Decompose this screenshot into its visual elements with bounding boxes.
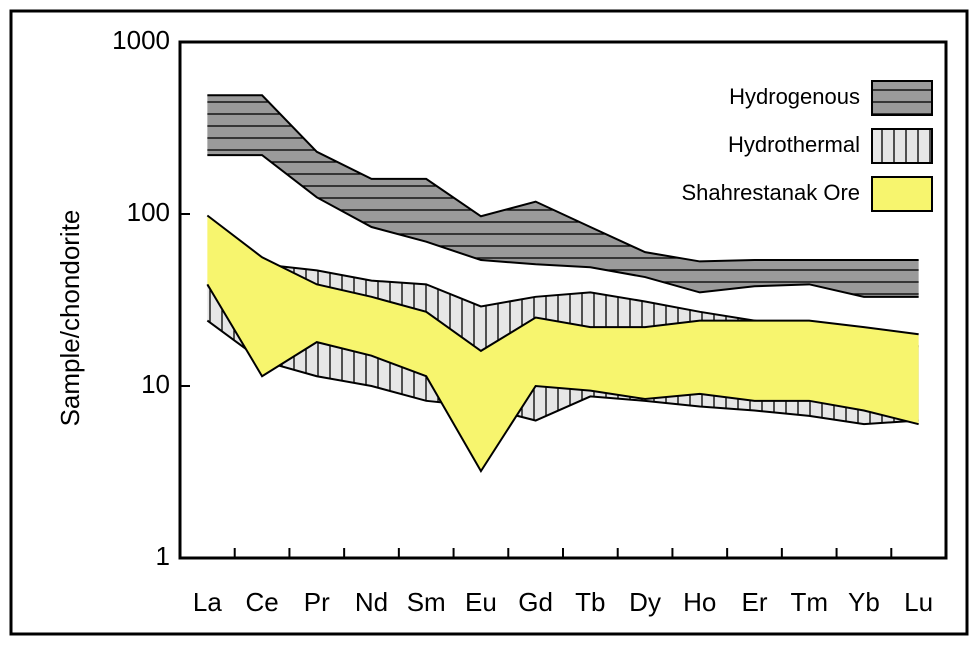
x-tick-label: Ce bbox=[245, 587, 278, 617]
legend-hatch bbox=[872, 129, 932, 163]
y-tick-label: 1 bbox=[156, 541, 170, 571]
outer-border bbox=[9, 9, 969, 636]
x-tick-label: Sm bbox=[407, 587, 446, 617]
x-tick-label: La bbox=[193, 587, 222, 617]
legend-swatch bbox=[872, 177, 932, 211]
band-area bbox=[207, 215, 919, 472]
band-lower-line bbox=[206, 283, 919, 474]
legend-swatch-border bbox=[871, 176, 933, 212]
band-upper-line bbox=[207, 94, 919, 263]
legend-swatch-border bbox=[871, 128, 933, 164]
band-lower-line bbox=[207, 154, 919, 298]
x-tick-label: Yb bbox=[848, 587, 880, 617]
x-tick-label: Nd bbox=[355, 587, 388, 617]
x-tick-label: Tb bbox=[575, 587, 605, 617]
y-axis-label: Sample/chondorite bbox=[55, 210, 85, 427]
x-tick-label: Ho bbox=[683, 587, 716, 617]
band-hatch bbox=[207, 95, 919, 297]
x-tick-label: Eu bbox=[465, 587, 497, 617]
band-upper-line bbox=[206, 214, 919, 353]
legend-hatch bbox=[872, 81, 932, 115]
y-tick-label: 1000 bbox=[112, 25, 170, 55]
x-tick-label: Tm bbox=[790, 587, 828, 617]
y-tick-label: 100 bbox=[127, 197, 170, 227]
x-tick-label: Er bbox=[742, 587, 768, 617]
band-lower-line bbox=[206, 319, 919, 426]
legend-swatch-border bbox=[871, 80, 933, 116]
legend-label: Hydrogenous bbox=[729, 84, 860, 109]
x-tick-label: Gd bbox=[518, 587, 553, 617]
legend-label: Shahrestanak Ore bbox=[681, 180, 860, 205]
x-tick-label: Lu bbox=[904, 587, 933, 617]
x-tick-label: Pr bbox=[304, 587, 330, 617]
x-tick-label: Dy bbox=[629, 587, 661, 617]
y-tick-label: 10 bbox=[141, 369, 170, 399]
legend-label: Hydrothermal bbox=[728, 132, 860, 157]
